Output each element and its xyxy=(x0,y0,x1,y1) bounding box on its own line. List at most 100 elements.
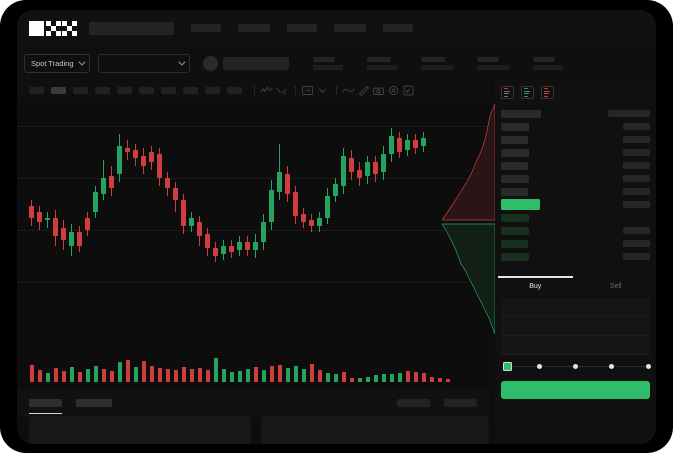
volume-bar-47 xyxy=(397,373,402,382)
ask-row-6[interactable] xyxy=(501,185,650,198)
chevron-down-icon[interactable] xyxy=(316,84,329,97)
ask-row-2[interactable] xyxy=(501,133,650,146)
candle-body xyxy=(389,136,394,154)
settings-gear-icon[interactable] xyxy=(387,84,400,97)
nav-item-2[interactable] xyxy=(238,24,270,32)
depth-bid-area xyxy=(442,223,495,335)
tab-order-history[interactable] xyxy=(76,399,112,407)
orderbook-amount xyxy=(623,227,650,234)
nav-search-input[interactable] xyxy=(89,21,174,35)
ask-row-3[interactable] xyxy=(501,146,650,159)
timeframe-3[interactable] xyxy=(73,86,88,94)
candle-body xyxy=(301,214,306,222)
ask-row-4[interactable] xyxy=(501,159,650,172)
orderbook-amount xyxy=(623,123,650,130)
candle-type-icon[interactable] xyxy=(275,84,288,97)
orderbook-amount xyxy=(608,110,650,117)
orderbook-amount xyxy=(623,175,650,182)
orderbook-amount xyxy=(623,240,650,247)
slider-stop-50[interactable] xyxy=(573,363,578,369)
nav-item-4[interactable] xyxy=(334,24,366,32)
order-amount-field[interactable] xyxy=(501,317,650,336)
okx-logo[interactable] xyxy=(29,20,77,36)
tab-open-orders[interactable] xyxy=(29,399,62,414)
slider-stop-75[interactable] xyxy=(609,363,615,369)
nav-item-5[interactable] xyxy=(383,24,413,32)
trading-pair-dropdown[interactable] xyxy=(97,53,190,73)
ruler-icon[interactable] xyxy=(357,84,370,97)
orderbook-mode-bids-icon[interactable] xyxy=(521,86,534,99)
stat-24h-volume-value xyxy=(532,64,563,70)
buy-submit-button[interactable] xyxy=(501,381,650,399)
timeframe-6[interactable] xyxy=(139,86,154,94)
line-chart-icon[interactable] xyxy=(342,84,355,97)
depth-chart xyxy=(442,102,495,342)
timeframe-5[interactable] xyxy=(117,86,132,94)
timeframe-1[interactable] xyxy=(29,86,44,94)
chevron-down-icon xyxy=(77,58,85,66)
bid-row-4[interactable] xyxy=(501,250,650,263)
camera-icon[interactable] xyxy=(372,84,385,97)
slider-handle[interactable] xyxy=(503,361,512,371)
volume-histogram[interactable] xyxy=(17,332,489,390)
compare-icon[interactable] xyxy=(301,84,314,97)
timeframe-2[interactable] xyxy=(51,86,66,94)
volume-bar-20 xyxy=(181,367,186,382)
nav-item-3[interactable] xyxy=(287,24,317,32)
volume-bar-43 xyxy=(365,377,370,382)
orderbook-price xyxy=(501,226,529,235)
ask-row-1[interactable] xyxy=(501,120,650,133)
timeframe-9[interactable] xyxy=(205,86,220,94)
tab-buy-label: Buy xyxy=(529,282,542,290)
candle-body xyxy=(205,234,210,248)
volume-bar-23 xyxy=(205,370,210,382)
ask-row-5[interactable] xyxy=(501,172,650,185)
bid-row-1[interactable] xyxy=(501,211,650,224)
orderbook-mode-asks-icon[interactable] xyxy=(541,86,554,99)
candle-body xyxy=(101,178,106,194)
candle-body xyxy=(77,232,82,246)
amount-percent-slider[interactable] xyxy=(503,359,651,375)
tab-buy[interactable]: Buy xyxy=(495,276,576,296)
volume-bar-11 xyxy=(109,371,114,382)
volume-bar-42 xyxy=(357,378,362,382)
timeframe-4[interactable] xyxy=(95,86,110,94)
candlestick-chart[interactable] xyxy=(17,100,489,332)
bid-row-3[interactable] xyxy=(501,237,650,250)
volume-bar-22 xyxy=(197,368,202,382)
bottom-action-2[interactable] xyxy=(444,399,477,407)
order-total-field[interactable] xyxy=(501,336,650,355)
slider-stop-25[interactable] xyxy=(536,363,542,369)
bid-row-2[interactable] xyxy=(501,224,650,237)
slider-stop-100[interactable] xyxy=(645,363,651,369)
buy-sell-tabs: Buy Sell xyxy=(495,276,656,296)
candle-body xyxy=(157,154,162,178)
timeframe-7[interactable] xyxy=(161,86,176,94)
timeframe-8[interactable] xyxy=(183,86,198,94)
stat-24h-high-label xyxy=(420,56,445,62)
candle-body xyxy=(293,192,298,216)
order-price-field[interactable] xyxy=(501,298,650,317)
stat-24h-change-label xyxy=(366,56,391,62)
orderbook-list[interactable] xyxy=(495,104,656,263)
candle-body xyxy=(141,156,146,166)
chart-gridline-3 xyxy=(17,230,489,231)
orderbook-spread-row[interactable] xyxy=(501,198,650,211)
orderbook-mode-both-icon[interactable] xyxy=(501,86,514,99)
spot-trading-dropdown[interactable]: Spot Trading xyxy=(24,53,90,73)
indicator-icon[interactable] xyxy=(260,84,273,97)
volume-bar-16 xyxy=(149,366,154,382)
volume-bar-26 xyxy=(229,372,234,382)
nav-item-1[interactable] xyxy=(191,24,221,32)
tab-sell-label: Sell xyxy=(609,282,622,290)
bottom-action-1[interactable] xyxy=(397,399,430,407)
orderbook-header[interactable] xyxy=(501,107,650,120)
timeframe-10[interactable] xyxy=(227,86,242,94)
candle-body xyxy=(317,218,322,226)
fullscreen-icon[interactable] xyxy=(402,84,415,97)
candle-body xyxy=(117,146,122,174)
volume-bar-4 xyxy=(53,368,58,382)
tab-sell[interactable]: Sell xyxy=(576,276,657,296)
candle-body xyxy=(93,192,98,212)
